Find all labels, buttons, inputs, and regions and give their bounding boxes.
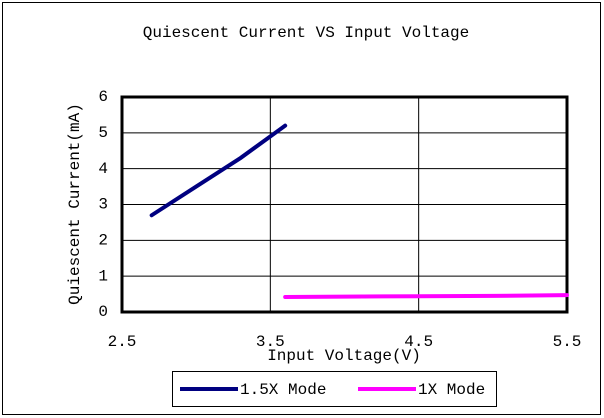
line xyxy=(149,123,288,218)
y-tick-label: 0 xyxy=(98,303,108,321)
y-tick-label: 2 xyxy=(98,232,108,250)
y-tick-label: 3 xyxy=(98,196,108,214)
x-tick-label: 3.5 xyxy=(256,333,285,351)
y-tick-label: 6 xyxy=(98,88,108,106)
y-tick-label: 4 xyxy=(98,160,108,178)
x-tick-label: 4.5 xyxy=(404,333,433,351)
x-axis-label: Input Voltage(V) xyxy=(267,347,421,365)
x-tick-label: 2.5 xyxy=(108,333,137,351)
y-tick-label: 1 xyxy=(98,267,108,285)
chart-title: Quiescent Current VS Input Voltage xyxy=(143,24,469,42)
line xyxy=(283,293,569,299)
y-axis-label: Quiescent Current(mA) xyxy=(66,103,84,305)
x-tick-label: 5.5 xyxy=(553,333,582,351)
y-tick-label: 5 xyxy=(98,124,108,142)
plot-frame xyxy=(120,95,569,314)
chart-border xyxy=(2,2,601,415)
legend-label: 1.5X Mode xyxy=(240,381,326,399)
legend-label: 1X Mode xyxy=(418,381,485,399)
